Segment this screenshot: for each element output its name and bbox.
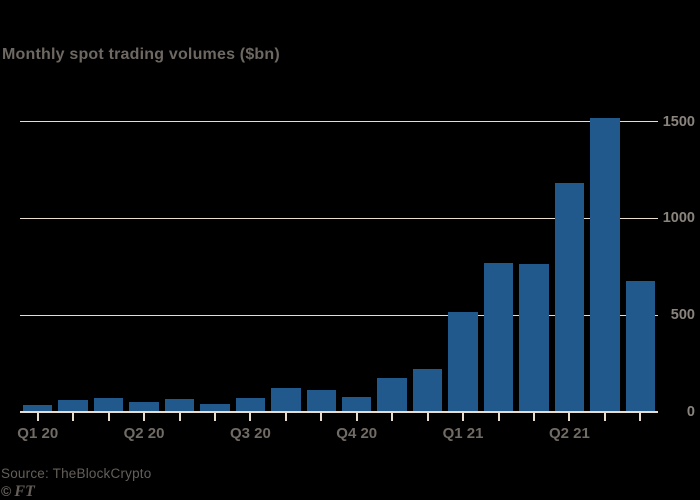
gridline-1000 bbox=[20, 217, 658, 219]
bar-jul-20 bbox=[235, 398, 266, 412]
x-tick-nov-20 bbox=[391, 413, 394, 421]
bar-may-20 bbox=[164, 399, 195, 412]
y-axis-label-500: 500 bbox=[670, 307, 695, 324]
x-tick-dec-20 bbox=[426, 413, 429, 421]
x-tick-aug-20 bbox=[284, 413, 287, 421]
x-tick-sep-20 bbox=[320, 413, 323, 421]
x-tick-jul-20 bbox=[249, 413, 252, 421]
x-tick-jun-21 bbox=[639, 413, 642, 421]
bar-dec-20 bbox=[412, 369, 443, 412]
y-axis-label-1500: 1500 bbox=[662, 113, 695, 130]
x-tick-apr-21 bbox=[568, 413, 571, 421]
plot-area bbox=[20, 112, 658, 413]
x-tick-mar-20 bbox=[107, 413, 110, 421]
x-tick-may-21 bbox=[603, 413, 606, 421]
bar-nov-20 bbox=[377, 377, 407, 412]
x-axis-label-q2-21: Q2 21 bbox=[548, 425, 590, 442]
bar-mar-21 bbox=[519, 264, 549, 412]
x-tick-may-20 bbox=[178, 413, 181, 421]
source-note: Source: TheBlockCrypto bbox=[1, 466, 152, 481]
bar-sep-20 bbox=[306, 390, 337, 412]
chart-title: Monthly spot trading volumes ($bn) bbox=[2, 46, 280, 63]
x-tick-jan-20 bbox=[36, 413, 39, 421]
bar-may-21 bbox=[590, 117, 620, 412]
x-axis-label-q4-20: Q4 20 bbox=[336, 425, 378, 442]
x-tick-apr-20 bbox=[143, 413, 146, 421]
copyright-icon: © bbox=[1, 483, 12, 499]
bar-oct-20 bbox=[341, 397, 372, 412]
ft-credit: © FT bbox=[1, 483, 35, 500]
bar-jun-21 bbox=[625, 281, 656, 412]
x-tick-jan-21 bbox=[462, 413, 465, 421]
bar-jun-20 bbox=[200, 404, 230, 412]
x-axis-label-q1-21: Q1 21 bbox=[442, 425, 484, 442]
bar-jan-21 bbox=[448, 311, 478, 412]
x-axis-line bbox=[20, 411, 658, 413]
x-tick-feb-21 bbox=[497, 413, 500, 421]
bar-aug-20 bbox=[271, 387, 301, 412]
bar-mar-20 bbox=[93, 398, 124, 412]
x-axis-label-q1-20: Q1 20 bbox=[17, 425, 59, 442]
y-axis-label-0: 0 bbox=[686, 404, 695, 420]
y-axis-label-1000: 1000 bbox=[662, 210, 695, 227]
bar-feb-20 bbox=[58, 400, 88, 412]
x-tick-mar-21 bbox=[532, 413, 535, 421]
bar-apr-20 bbox=[129, 401, 159, 412]
x-axis-label-q2-20: Q2 20 bbox=[123, 425, 165, 442]
x-axis-label-q3-20: Q3 20 bbox=[229, 425, 271, 442]
x-tick-feb-20 bbox=[72, 413, 75, 421]
gridline-1500 bbox=[20, 121, 658, 123]
bar-jan-20 bbox=[22, 405, 53, 412]
x-tick-oct-20 bbox=[355, 413, 358, 421]
x-tick-jun-20 bbox=[213, 413, 216, 421]
gridline-500 bbox=[20, 314, 658, 316]
bar-apr-21 bbox=[554, 182, 585, 412]
ft-logo: FT bbox=[14, 483, 35, 500]
bar-feb-21 bbox=[483, 262, 514, 412]
